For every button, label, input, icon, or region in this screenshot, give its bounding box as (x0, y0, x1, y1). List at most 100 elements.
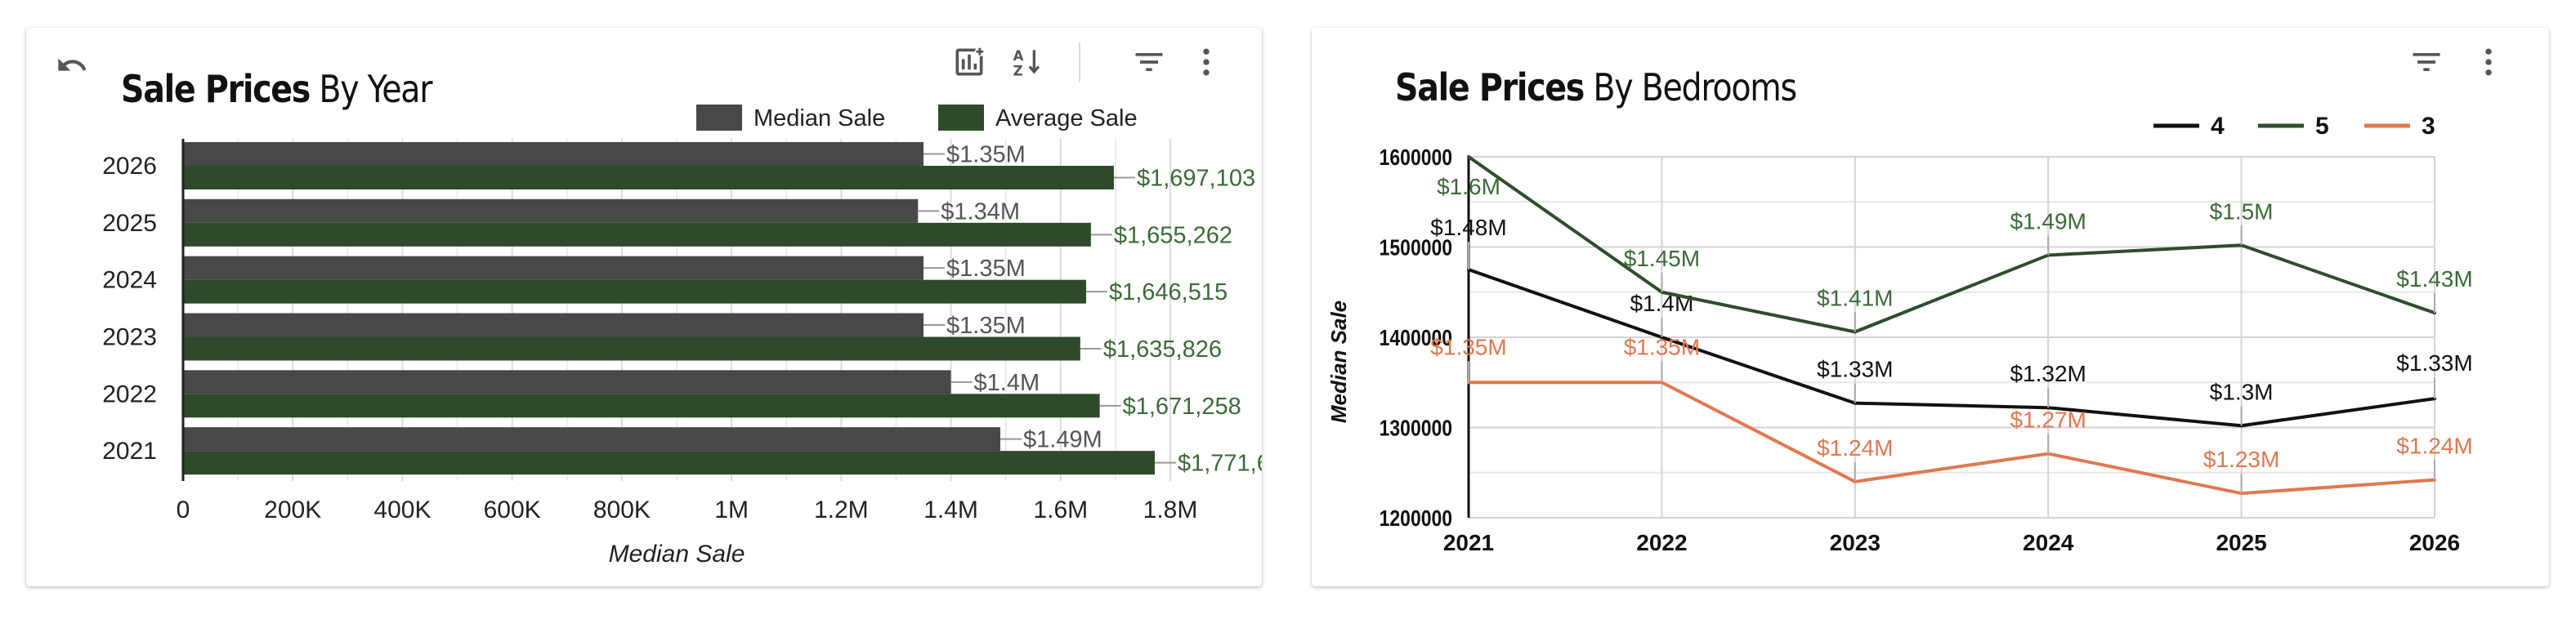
x-tick-label: 400K (373, 497, 431, 523)
data-label: $1.6M (1437, 174, 1500, 199)
data-label: $1.27M (2010, 407, 2086, 433)
data-label: $1.34M (941, 198, 1020, 225)
y-tick-label: 2023 (102, 324, 157, 351)
bar-chart-year: 0 200K 400K 600K 800K 1M 1.2M 1.4M 1.6M 1.8M Media… (102, 105, 1262, 568)
data-label: $1.33M (2396, 350, 2472, 376)
svg-text:Z: Z (1013, 64, 1023, 79)
chart-settings-icon (955, 47, 985, 76)
data-label: $1.35M (1624, 334, 1700, 359)
data-label: $1.49M (2010, 208, 2086, 234)
y-tick-label: 1200000 (1380, 506, 1452, 532)
data-label: $1,671,258 (1123, 394, 1241, 420)
chart-card-year: Sale Prices By Year A Z 0 200K 400K 600K 800… (26, 28, 1262, 586)
bar (183, 336, 1080, 361)
series-line (1467, 155, 2435, 334)
sort-az-icon: A Z (1013, 48, 1040, 79)
legend-swatch (938, 105, 984, 131)
data-label: $1.24M (1817, 435, 1893, 461)
legend-label: 3 (2422, 113, 2435, 140)
y-tick-label: 1400000 (1380, 326, 1452, 351)
x-tick-label: 1.6M (1033, 497, 1088, 523)
chart-title-year: Sale Prices By Year (121, 67, 432, 111)
data-label: $1.4M (974, 370, 1040, 396)
data-label: $1.35M (946, 256, 1026, 282)
data-label: $1.4M (1630, 291, 1693, 316)
x-tick-label: 1.2M (814, 497, 869, 523)
data-label: $1.33M (1817, 357, 1893, 382)
legend-label: 5 (2315, 113, 2329, 140)
x-tick-label: 1M (714, 497, 749, 523)
bar (183, 279, 1086, 304)
legend-label: Average Sale (995, 105, 1138, 131)
bar (183, 451, 1155, 475)
data-label: $1.35M (946, 313, 1026, 339)
more-button[interactable] (2467, 41, 2510, 83)
data-label: $1.32M (2010, 361, 2086, 386)
data-label: $1,697,103 (1137, 166, 1255, 192)
x-tick-label: 1.8M (1143, 497, 1198, 523)
data-label: $1,655,262 (1114, 222, 1232, 248)
y-tick-label: 2026 (102, 153, 157, 180)
legend-label: 4 (2211, 113, 2225, 140)
bar (183, 166, 1114, 189)
data-point (1467, 155, 1470, 158)
filter-button[interactable] (1128, 41, 1170, 83)
legend-swatch (696, 105, 742, 131)
y-axis-label: Median Sale (1326, 301, 1351, 423)
data-label: $1.3M (2210, 379, 2274, 404)
bar (183, 222, 1091, 247)
x-tick-label: 2022 (1636, 530, 1687, 555)
data-label: $1.45M (1624, 246, 1700, 271)
data-label: $1.23M (2203, 447, 2279, 472)
data-label: $1.35M (946, 142, 1026, 168)
y-tick-label: 1500000 (1380, 235, 1452, 261)
more-button[interactable] (1185, 41, 1228, 83)
y-tick-label: 2025 (102, 210, 157, 237)
x-axis-label: Median Sale (609, 541, 745, 568)
data-label: $1.24M (2396, 434, 2472, 459)
x-tick-label: 600K (484, 497, 541, 523)
x-tick-label: 2025 (2216, 530, 2266, 555)
y-tick-label: 2024 (102, 267, 157, 294)
data-label: $1.41M (1817, 285, 1893, 310)
bar (183, 142, 924, 166)
data-label: $1,635,826 (1103, 336, 1222, 363)
y-tick-label: 1600000 (1380, 145, 1452, 171)
x-tick-label: 2023 (1830, 530, 1881, 555)
x-tick-label: 1.4M (924, 497, 978, 523)
toolbar-divider (1079, 42, 1080, 82)
undo-icon (58, 58, 87, 71)
x-tick-label: 2024 (2023, 530, 2074, 555)
svg-text:A: A (1013, 48, 1024, 64)
bar (183, 198, 919, 223)
data-label: $1.5M (2210, 198, 2274, 224)
chart-card-bedrooms: Sale Prices By Bedrooms 1200000 1300000 14… (1312, 28, 2549, 586)
bar (183, 394, 1100, 418)
x-tick-label: 800K (593, 497, 651, 523)
data-label: $1.48M (1430, 215, 1506, 240)
x-tick-label: 0 (177, 497, 190, 523)
line-chart-bedrooms: 1200000 1300000 1400000 1500000 1600000 2021 2… (1326, 113, 2473, 555)
filter-button[interactable] (2405, 41, 2448, 83)
y-tick-label: 2021 (102, 438, 157, 465)
data-label: $1.49M (1023, 427, 1102, 453)
sort-button[interactable]: A Z (1007, 41, 1049, 83)
undo-button[interactable] (51, 44, 93, 87)
y-tick-label: 1300000 (1380, 416, 1452, 441)
bar (183, 427, 1000, 452)
series-line (1469, 381, 2435, 496)
series-line (1468, 268, 2435, 428)
filter-icon (1135, 53, 1163, 71)
x-tick-label: 200K (264, 497, 321, 523)
chart-settings-button[interactable] (948, 41, 991, 83)
filter-icon (2413, 53, 2440, 71)
bar (183, 313, 924, 337)
x-tick-label: 2026 (2409, 530, 2460, 555)
data-label: $1.35M (1430, 334, 1506, 359)
more-vert-icon (1203, 48, 1210, 76)
y-tick-label: 2022 (102, 381, 157, 407)
chart-title-bedrooms: Sale Prices By Bedrooms (1395, 65, 1797, 109)
more-vert-icon (2485, 48, 2492, 76)
x-tick-label: 2021 (1443, 530, 1494, 555)
data-label: $1.43M (2396, 266, 2472, 292)
